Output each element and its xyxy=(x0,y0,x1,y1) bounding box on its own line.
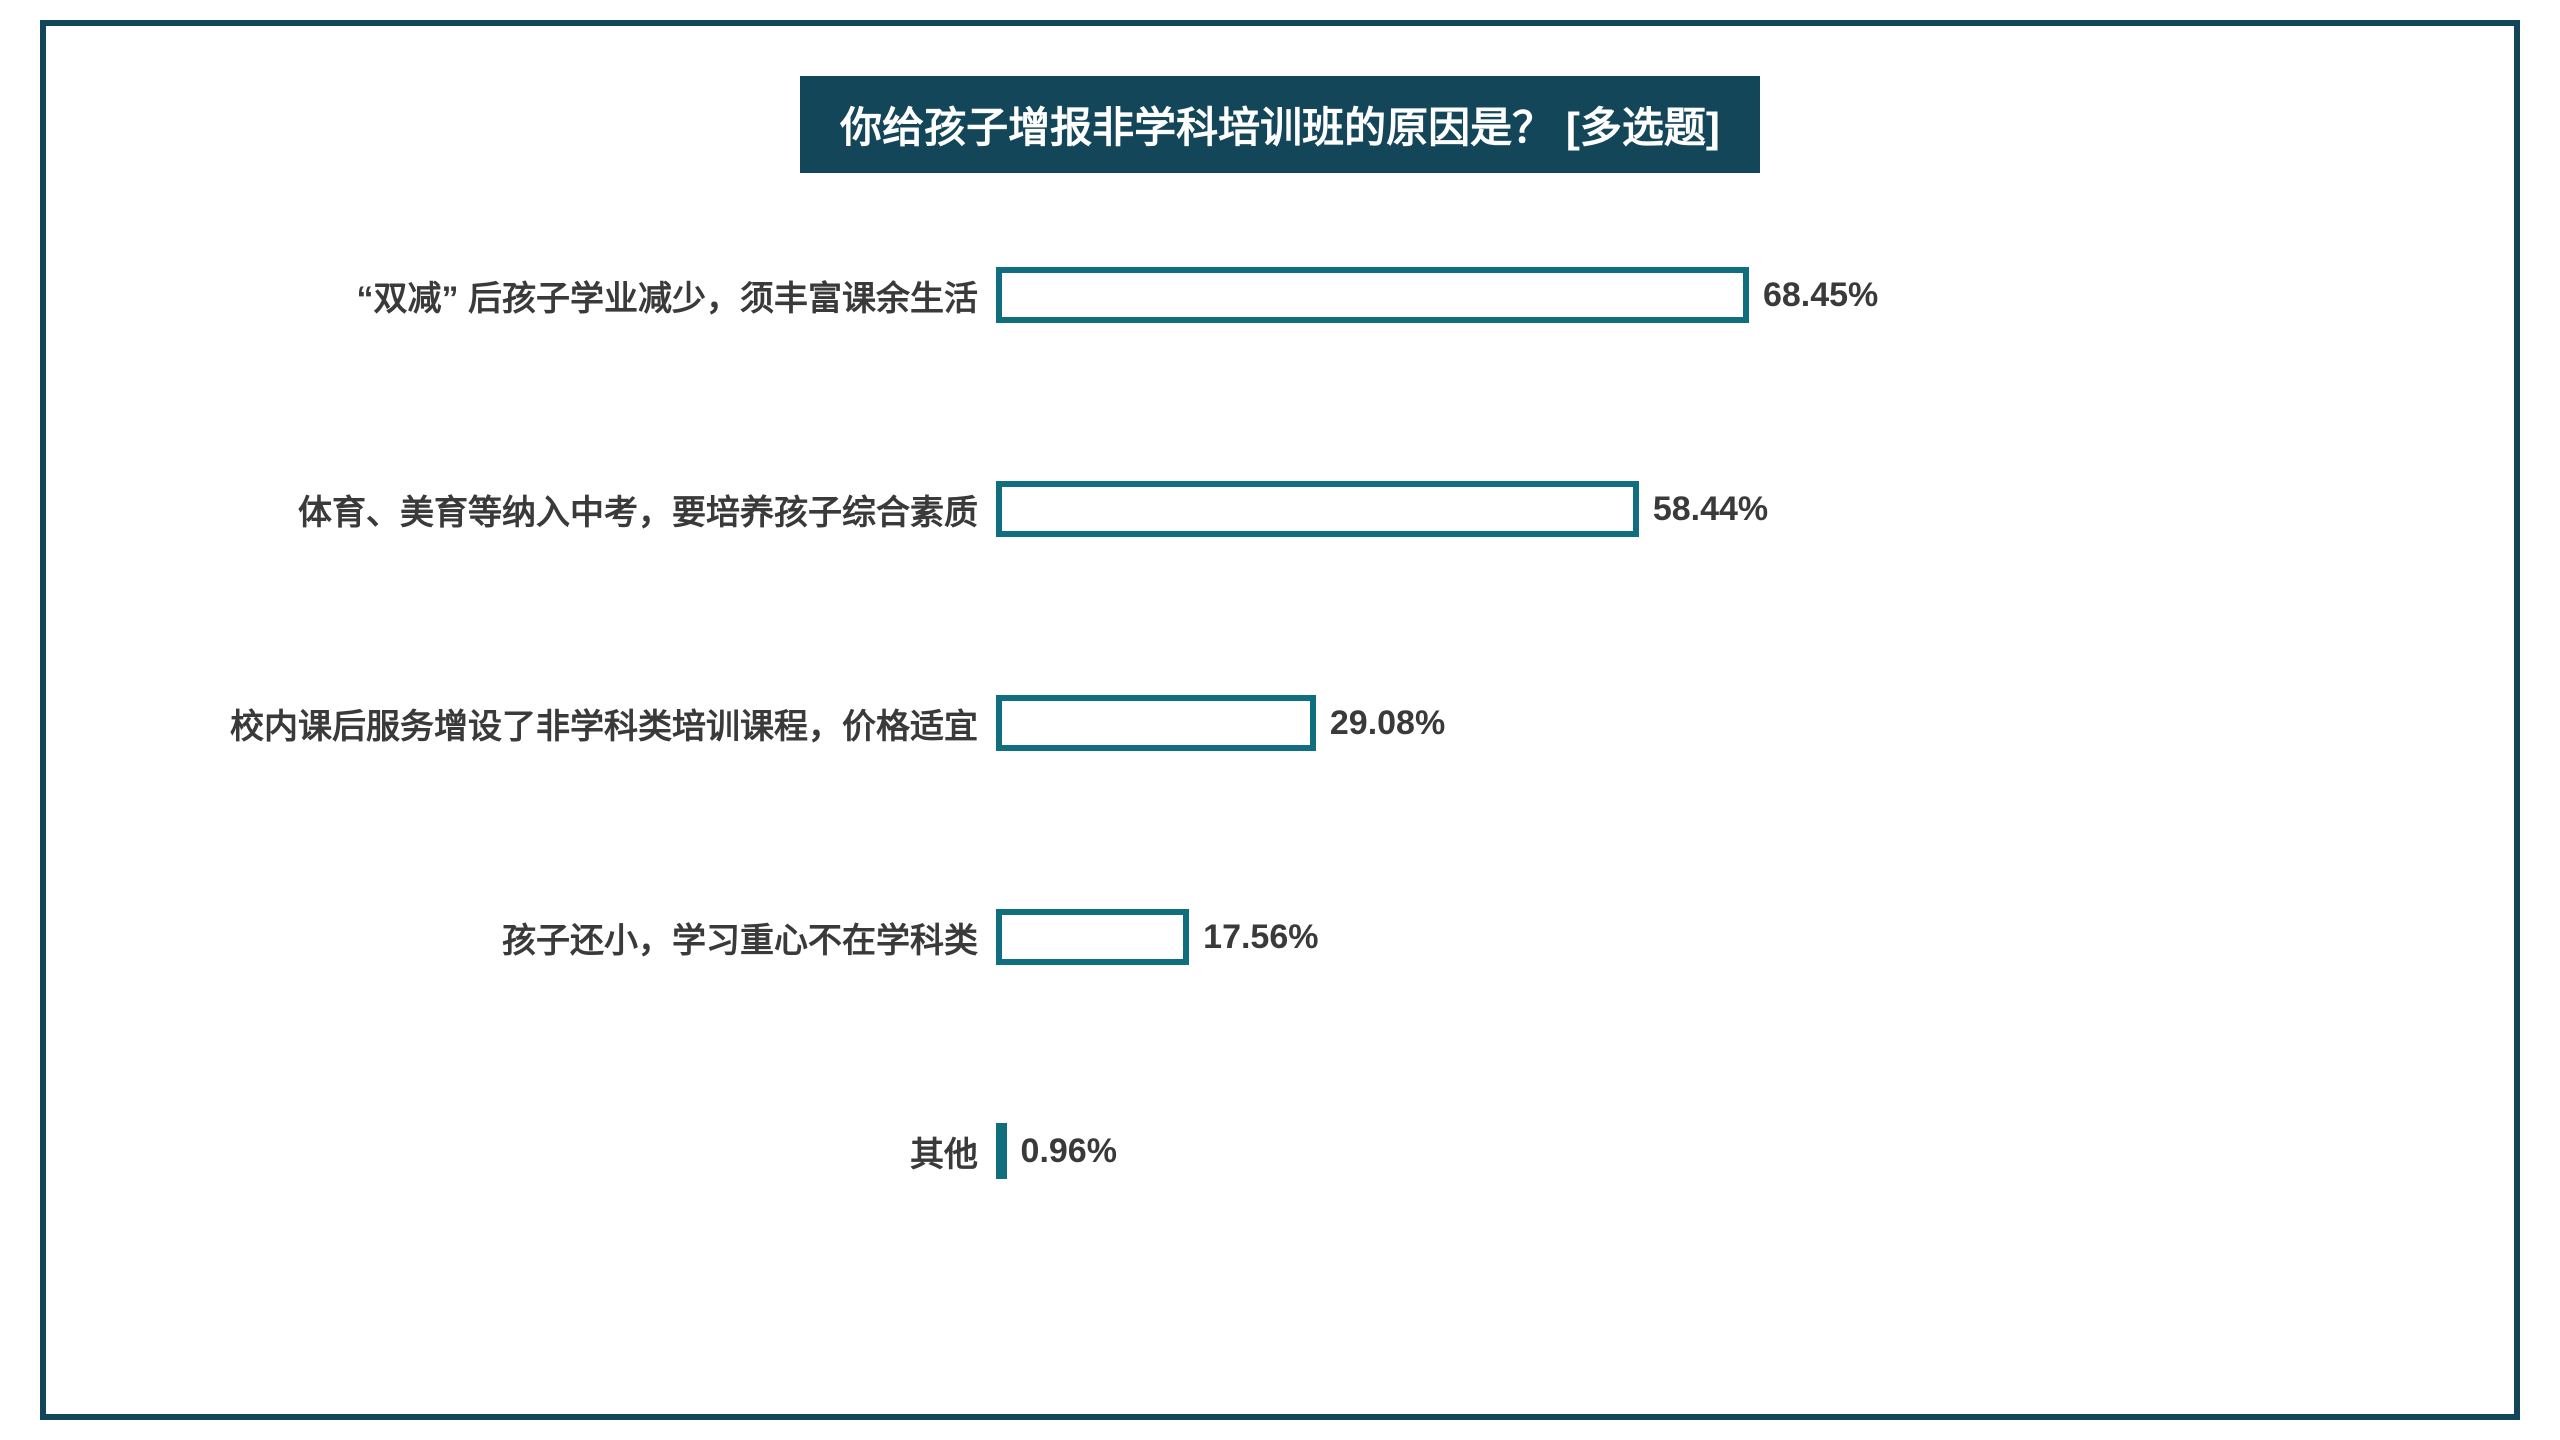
bar-row: 体育、美育等纳入中考，要培养孩子综合素质 58.44% xyxy=(126,477,2434,541)
bar-value: 0.96% xyxy=(1021,1132,1117,1171)
bar-label: “双减” 后孩子学业减少，须丰富课余生活 xyxy=(126,271,996,320)
bar-value: 68.45% xyxy=(1763,276,1878,315)
bar-col: 68.45% xyxy=(996,267,2434,323)
bar xyxy=(996,481,1639,537)
bar-value: 17.56% xyxy=(1203,918,1318,957)
bar-label: 其他 xyxy=(126,1127,996,1176)
bar-col: 58.44% xyxy=(996,481,2434,537)
chart-frame: 你给孩子增报非学科培训班的原因是？ [多选题] “双减” 后孩子学业减少，须丰富… xyxy=(40,20,2520,1420)
bar-value: 29.08% xyxy=(1330,704,1445,743)
bar-col: 17.56% xyxy=(996,909,2434,965)
bar xyxy=(996,1123,1007,1179)
bar-col: 29.08% xyxy=(996,695,2434,751)
bar xyxy=(996,909,1189,965)
bar xyxy=(996,267,1749,323)
chart-area: “双减” 后孩子学业减少，须丰富课余生活 68.45% 体育、美育等纳入中考，要… xyxy=(126,263,2434,1183)
bar-row: “双减” 后孩子学业减少，须丰富课余生活 68.45% xyxy=(126,263,2434,327)
bar-row: 其他 0.96% xyxy=(126,1119,2434,1183)
bar-col: 0.96% xyxy=(996,1123,2434,1179)
bar-label: 孩子还小，学习重心不在学科类 xyxy=(126,913,996,962)
bar-value: 58.44% xyxy=(1653,490,1768,529)
bar-label: 校内课后服务增设了非学科类培训课程，价格适宜 xyxy=(126,699,996,748)
bar xyxy=(996,695,1316,751)
chart-title: 你给孩子增报非学科培训班的原因是？ [多选题] xyxy=(800,76,1760,173)
bar-row: 校内课后服务增设了非学科类培训课程，价格适宜 29.08% xyxy=(126,691,2434,755)
bar-label: 体育、美育等纳入中考，要培养孩子综合素质 xyxy=(126,485,996,534)
bar-row: 孩子还小，学习重心不在学科类 17.56% xyxy=(126,905,2434,969)
